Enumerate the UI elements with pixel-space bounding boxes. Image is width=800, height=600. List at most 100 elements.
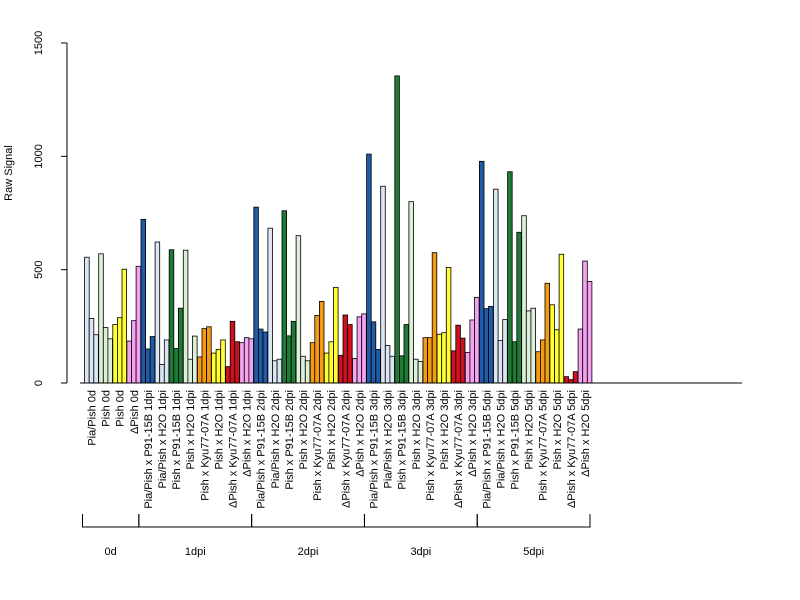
x-category-label: Pish x P91-15B 2dpi <box>284 390 296 490</box>
x-category-label: ΔPish 0d <box>129 390 141 434</box>
group-bracket <box>251 514 365 528</box>
y-tick-label: 1000 <box>33 144 45 168</box>
bar <box>88 317 95 384</box>
x-category-label: Pish 0d <box>115 390 127 427</box>
bar <box>483 308 489 384</box>
bar <box>549 304 555 384</box>
bar <box>516 231 522 384</box>
bar <box>145 348 151 384</box>
x-category-label: ΔPish x H2O 1dpi <box>242 390 254 477</box>
bar <box>135 265 142 384</box>
bar <box>586 281 593 384</box>
y-axis-label: Raw Signal <box>3 145 15 201</box>
group-label: 5dpi <box>523 546 544 558</box>
bar <box>173 348 179 384</box>
bar <box>507 171 513 384</box>
bar <box>521 215 527 384</box>
group-bracket <box>364 514 478 528</box>
bar <box>328 341 334 384</box>
bar <box>441 332 447 384</box>
bar <box>408 201 414 384</box>
bar <box>413 358 419 384</box>
group-bracket <box>82 514 140 528</box>
bar <box>333 286 339 384</box>
bar <box>554 329 560 384</box>
x-category-label: Pish x P91-15B 1dpi <box>171 390 183 490</box>
bar <box>535 351 541 384</box>
bar <box>525 310 532 384</box>
bar <box>257 328 264 384</box>
bar <box>455 324 461 384</box>
bar <box>403 324 409 384</box>
bar <box>323 352 330 384</box>
bar <box>478 160 485 384</box>
bar <box>98 253 104 384</box>
bar <box>267 227 273 384</box>
bar <box>126 340 132 384</box>
x-category-label: Pish x Kyu77-07A 3dpi <box>425 390 437 501</box>
x-category-label: Pish x P91-15B 5dpi <box>510 390 522 490</box>
bar <box>577 328 584 384</box>
category-labels: Pia/Pish 0d Pish 0d Pish 0d ΔPish 0d Pia/Pis… <box>87 390 593 509</box>
bar <box>117 317 123 384</box>
bar <box>464 351 471 384</box>
bar <box>93 334 99 384</box>
group-label: 3dpi <box>410 546 431 558</box>
bar <box>370 321 377 384</box>
bar <box>318 300 325 384</box>
bar <box>286 335 292 384</box>
bar <box>544 282 550 384</box>
x-category-label: Pish x H2O 1dpi <box>185 390 197 469</box>
x-category-label: Pia/Pish x H2O 3dpi <box>383 390 395 488</box>
bar <box>488 305 494 384</box>
bar <box>337 354 344 384</box>
bar <box>220 339 226 384</box>
bar <box>121 268 127 384</box>
bar <box>262 331 268 384</box>
x-category-label: Pish x P91-15B 3dpi <box>397 390 409 490</box>
bar <box>211 352 217 384</box>
bar <box>342 314 348 384</box>
bar <box>375 349 381 384</box>
bar <box>493 188 499 384</box>
bar <box>431 252 438 384</box>
bar <box>177 307 184 384</box>
bar <box>300 355 306 384</box>
bar <box>469 319 475 384</box>
bar <box>445 266 452 384</box>
x-category-label: ΔPish x Kyu77-07A 5dpi <box>566 390 578 508</box>
bar <box>389 355 395 384</box>
x-category-label: ΔPish x Kyu77-07A 3dpi <box>453 390 465 508</box>
group-label: 2dpi <box>298 546 319 558</box>
bar <box>281 210 287 384</box>
bar <box>168 249 175 384</box>
bar <box>422 337 428 384</box>
bar <box>394 75 400 384</box>
bar <box>107 338 113 384</box>
x-category-label: Pish x H2O 3dpi <box>411 390 423 469</box>
bar <box>149 336 156 384</box>
x-category-label: Pish x H2O 5dpi <box>524 390 536 469</box>
bar <box>384 345 391 384</box>
y-tick-label: 1500 <box>33 31 45 55</box>
bar <box>225 366 231 384</box>
x-category-label: Pia/Pish x P91-15B 2dpi <box>256 390 268 509</box>
bar <box>215 349 222 384</box>
bar <box>380 185 386 384</box>
bar <box>248 338 254 384</box>
x-category-label: ΔPish x Kyu77-07A 2dpi <box>340 390 352 508</box>
bar <box>347 324 353 384</box>
bar <box>314 315 320 384</box>
bar <box>201 328 207 384</box>
bar <box>234 341 240 384</box>
bar <box>154 241 161 384</box>
x-category-label: ΔPish x H2O 3dpi <box>467 390 479 477</box>
bar <box>417 361 424 384</box>
x-category-label: Pia/Pish x H2O 5dpi <box>495 390 507 488</box>
x-category-label: Pish x H2O 2dpi <box>326 390 338 469</box>
bars <box>84 75 593 384</box>
bar <box>102 327 109 384</box>
bar <box>84 256 90 384</box>
bar <box>352 358 358 384</box>
bar <box>196 356 203 384</box>
